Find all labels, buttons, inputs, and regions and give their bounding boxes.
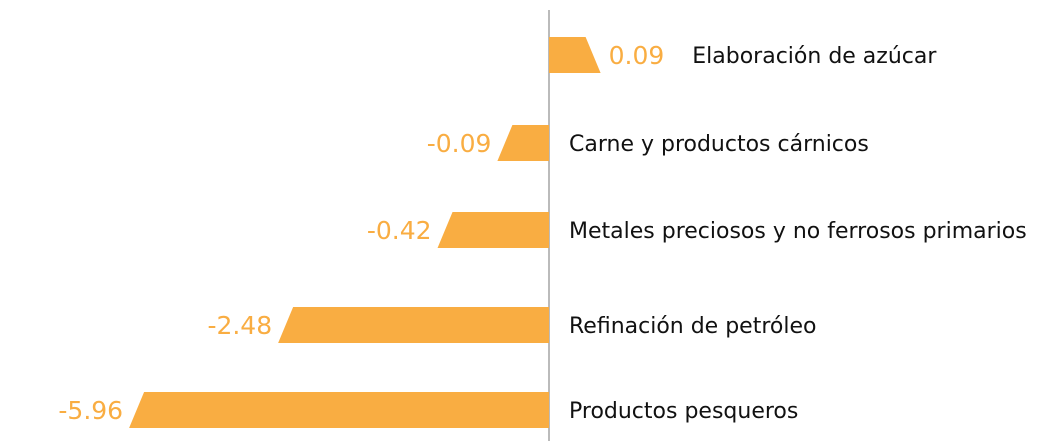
bar (549, 37, 601, 73)
category-label: Carne y productos cárnicos (569, 132, 869, 157)
value-label: -0.09 (427, 129, 492, 158)
bar (129, 392, 549, 428)
bar (278, 307, 549, 343)
category-label: Metales preciosos y no ferrosos primario… (569, 219, 1027, 244)
category-label: Productos pesqueros (569, 399, 798, 424)
value-label: -5.96 (58, 396, 123, 425)
category-label: Elaboración de azúcar (692, 44, 937, 69)
value-label: -0.42 (367, 216, 432, 245)
value-label: -2.48 (207, 311, 272, 340)
bar (497, 125, 549, 161)
category-label: Refinación de petróleo (569, 314, 816, 339)
value-label: 0.09 (609, 41, 665, 70)
bar (437, 212, 549, 248)
